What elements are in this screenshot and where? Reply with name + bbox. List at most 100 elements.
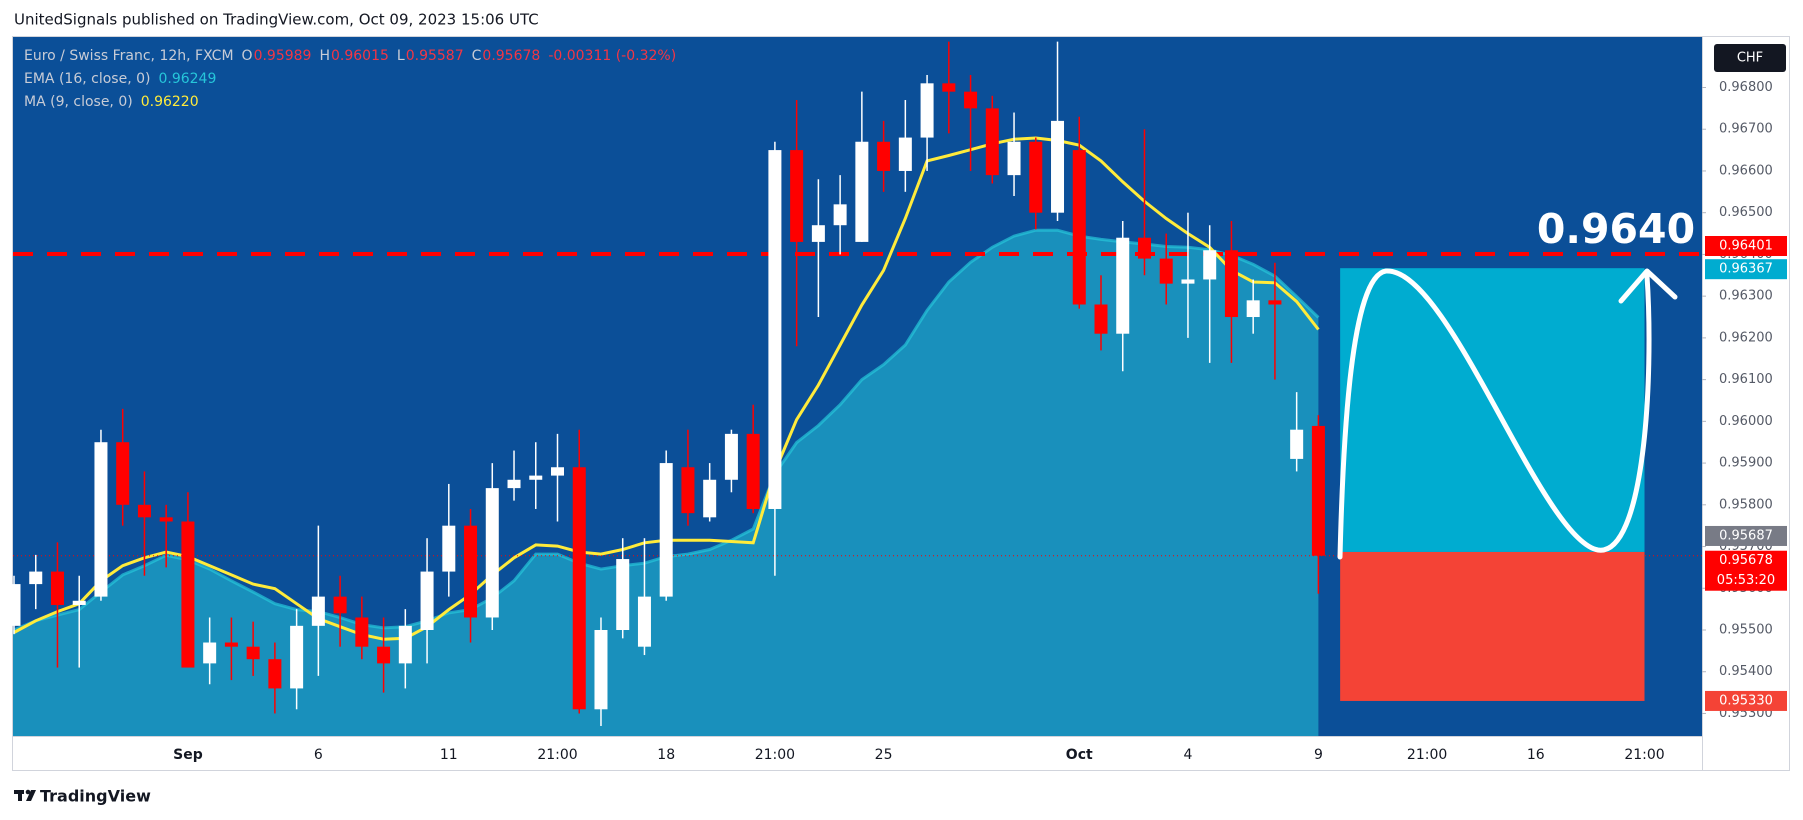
y-tick-label: 0.95500 bbox=[1719, 623, 1773, 638]
candle-body bbox=[768, 150, 782, 509]
logo-part bbox=[25, 789, 31, 795]
candle-body bbox=[72, 600, 86, 605]
x-tick-label: 21:00 bbox=[1624, 747, 1664, 763]
y-tick-label: 0.96300 bbox=[1719, 289, 1773, 304]
target-zone bbox=[1340, 268, 1645, 552]
x-tick-label: 18 bbox=[657, 747, 675, 763]
legend-change: -0.00311 (-0.32%) bbox=[548, 48, 676, 64]
candle-body bbox=[29, 571, 43, 585]
candle-body bbox=[290, 625, 304, 689]
candle-body bbox=[398, 625, 412, 664]
candle-body bbox=[224, 642, 238, 647]
candle-body bbox=[442, 525, 456, 572]
logo-part bbox=[18, 790, 22, 801]
currency-box bbox=[1714, 44, 1786, 72]
candle-body bbox=[985, 108, 999, 176]
candle-body bbox=[1224, 250, 1238, 318]
legend-indicator-value: 0.96249 bbox=[158, 71, 216, 87]
x-tick-label: 16 bbox=[1527, 747, 1545, 763]
target-price-label-box bbox=[1705, 259, 1787, 280]
candle-body bbox=[898, 137, 912, 171]
y-tick-label: 0.96700 bbox=[1719, 122, 1773, 137]
candle-body bbox=[159, 517, 173, 522]
candle-body bbox=[1181, 279, 1195, 284]
candle-body bbox=[355, 617, 369, 647]
x-tick-label: 9 bbox=[1314, 747, 1323, 763]
y-tick-label: 0.95800 bbox=[1719, 497, 1773, 512]
candle-body bbox=[203, 642, 217, 664]
entry-price-label-box bbox=[1705, 525, 1787, 546]
legend-indicator-name: EMA (16, close, 0) bbox=[24, 71, 150, 87]
level-price-label: 0.96401 bbox=[1719, 239, 1773, 254]
candle-body bbox=[1311, 425, 1325, 556]
x-tick-label: 4 bbox=[1183, 747, 1192, 763]
candle-body bbox=[572, 467, 586, 710]
chart-layer: 0.953000.954000.955000.956000.957000.958… bbox=[7, 41, 1773, 763]
x-tick-label: 21:00 bbox=[755, 747, 795, 763]
candle-body bbox=[464, 525, 478, 618]
candle-body bbox=[1159, 258, 1173, 284]
candle-body bbox=[333, 596, 347, 614]
candle-body bbox=[681, 467, 695, 514]
y-tick-label: 0.96800 bbox=[1719, 80, 1773, 95]
candle-body bbox=[637, 596, 651, 647]
brand-name: TradingView bbox=[40, 787, 151, 806]
candle-body bbox=[529, 475, 543, 480]
overlay bbox=[1337, 268, 1678, 560]
level-price-label-box bbox=[1705, 236, 1787, 257]
candle-body bbox=[1094, 304, 1108, 334]
candle-body bbox=[877, 141, 891, 171]
candle-body bbox=[659, 463, 673, 597]
y-tick-label: 0.96000 bbox=[1719, 414, 1773, 429]
y-tick-label: 0.96200 bbox=[1719, 330, 1773, 345]
candle-body bbox=[746, 433, 760, 509]
legend-ohlc-letter: L bbox=[397, 48, 405, 64]
countdown: 05:53:20 bbox=[1717, 573, 1775, 588]
candle-body bbox=[1290, 429, 1304, 459]
candle-body bbox=[137, 504, 151, 518]
candle-body bbox=[1051, 120, 1065, 213]
candle-body bbox=[181, 521, 195, 668]
y-tick-label: 0.95400 bbox=[1719, 664, 1773, 679]
legend-ohlc-value: 0.96015 bbox=[331, 48, 389, 64]
candle-body bbox=[855, 141, 869, 242]
brand-logo bbox=[14, 789, 36, 801]
candle-body bbox=[1203, 250, 1217, 280]
x-tick-label: 21:00 bbox=[537, 747, 577, 763]
annotation: 0.9640 bbox=[1537, 205, 1695, 253]
candle-body bbox=[616, 559, 630, 631]
legend-title: Euro / Swiss Franc, 12h, FXCM bbox=[24, 48, 234, 64]
stop-price-label-box bbox=[1705, 690, 1787, 711]
candle-body bbox=[311, 596, 325, 626]
entry-price-label: 0.95687 bbox=[1719, 528, 1773, 543]
publisher-line: UnitedSignals published on TradingView.c… bbox=[14, 11, 539, 29]
candle-body bbox=[485, 488, 499, 618]
projection-curve bbox=[1337, 268, 1652, 560]
y-tick-label: 0.96600 bbox=[1719, 163, 1773, 178]
last-price-label-box bbox=[1705, 550, 1787, 591]
candle-body bbox=[507, 479, 521, 489]
candle-body bbox=[1029, 141, 1043, 213]
candle-body bbox=[964, 91, 978, 109]
candle-body bbox=[942, 83, 956, 92]
candle-body bbox=[703, 479, 717, 518]
candle-body bbox=[790, 150, 804, 242]
candle-body bbox=[377, 646, 391, 664]
legend-line: MA (9, close, 0) 0.96220 bbox=[24, 94, 199, 110]
legend-ohlc-letter: C bbox=[472, 48, 482, 64]
x-tick-label: 11 bbox=[440, 747, 458, 763]
candle-body bbox=[116, 442, 130, 505]
legend-indicator-name: MA (9, close, 0) bbox=[24, 94, 133, 110]
candle-body bbox=[920, 83, 934, 138]
candle-body bbox=[811, 225, 825, 242]
legend-line: Euro / Swiss Franc, 12h, FXCM O0.95989 H0.… bbox=[24, 48, 676, 64]
logo-part bbox=[26, 790, 36, 801]
candle-body bbox=[1072, 150, 1086, 305]
candle-body bbox=[420, 571, 434, 631]
candle-body bbox=[94, 442, 108, 597]
legend-ohlc-letter: H bbox=[319, 48, 330, 64]
x-tick-label: 6 bbox=[314, 747, 323, 763]
legend-line: EMA (16, close, 0) 0.96249 bbox=[24, 71, 216, 87]
x-tick-label: 21:00 bbox=[1407, 747, 1447, 763]
